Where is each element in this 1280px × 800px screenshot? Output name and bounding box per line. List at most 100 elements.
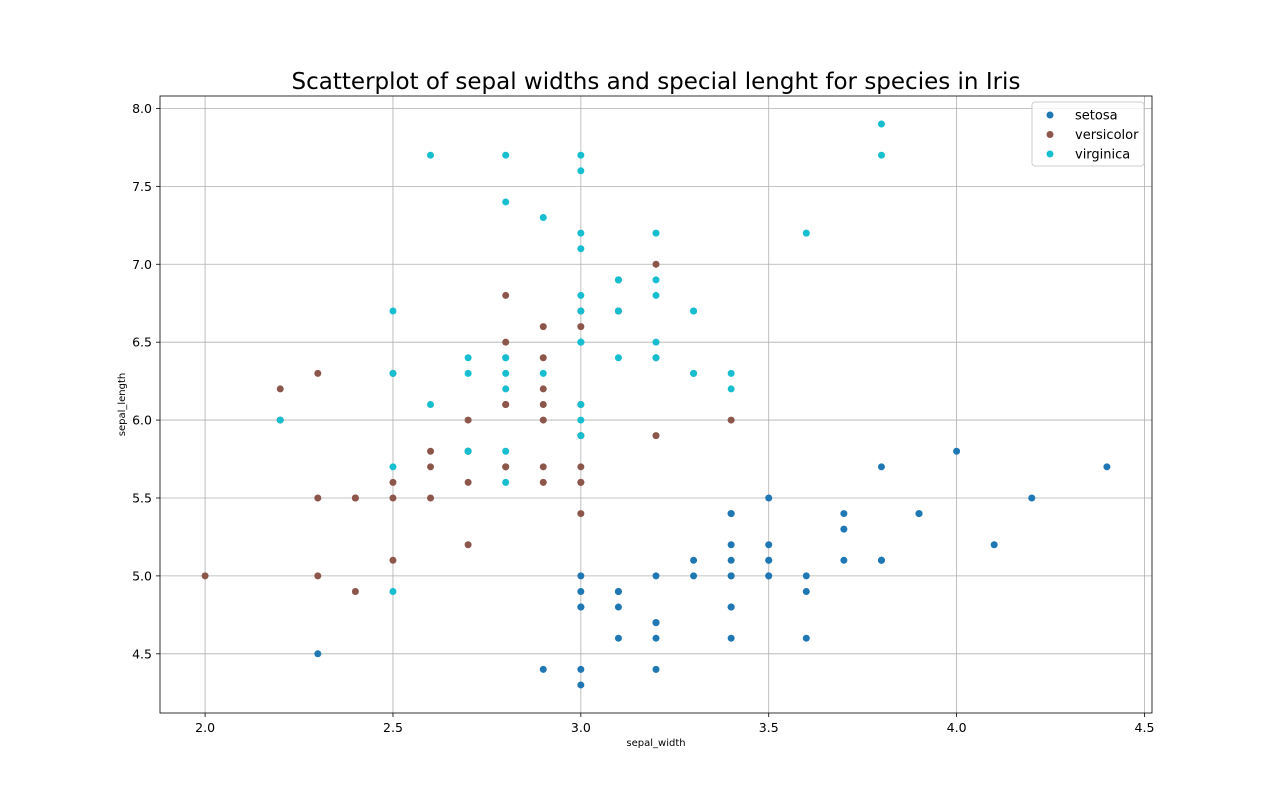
data-point-versicolor	[201, 572, 209, 580]
y-tick-label: 5.0	[132, 568, 152, 583]
data-point-versicolor	[389, 494, 397, 502]
data-point-virginica	[389, 307, 397, 315]
data-point-setosa	[727, 634, 735, 642]
data-point-virginica	[502, 478, 510, 486]
y-tick-label: 7.0	[132, 257, 152, 272]
data-point-setosa	[539, 665, 547, 673]
data-point-virginica	[614, 307, 622, 315]
data-point-virginica	[502, 151, 510, 159]
data-point-setosa	[802, 634, 810, 642]
legend-box	[1031, 101, 1145, 167]
data-point-virginica	[577, 291, 585, 299]
y-tick-label: 7.5	[132, 179, 152, 194]
data-point-virginica	[690, 307, 698, 315]
data-point-virginica	[652, 338, 660, 346]
data-point-versicolor	[389, 556, 397, 564]
data-point-setosa	[765, 556, 773, 564]
data-point-setosa	[577, 665, 585, 673]
data-point-virginica	[652, 229, 660, 237]
data-point-virginica	[502, 369, 510, 377]
data-point-versicolor	[539, 463, 547, 471]
data-point-virginica	[502, 354, 510, 362]
legend-marker-setosa	[1046, 111, 1054, 119]
data-point-virginica	[727, 369, 735, 377]
data-point-versicolor	[314, 494, 322, 502]
series-virginica	[276, 120, 885, 595]
legend-marker-virginica	[1046, 150, 1054, 158]
data-point-setosa	[577, 587, 585, 595]
data-point-setosa	[802, 587, 810, 595]
x-tick-label: 4.5	[1135, 720, 1155, 735]
data-point-virginica	[464, 447, 472, 455]
data-point-setosa	[765, 572, 773, 580]
data-point-setosa	[840, 556, 848, 564]
data-point-setosa	[1028, 494, 1036, 502]
data-point-versicolor	[652, 260, 660, 268]
y-tick-label: 8.0	[132, 101, 152, 116]
data-point-versicolor	[427, 494, 435, 502]
x-tick-label: 2.0	[195, 720, 215, 735]
data-point-versicolor	[314, 572, 322, 580]
legend-label-versicolor: versicolor	[1075, 128, 1139, 143]
x-tick-label: 3.0	[571, 720, 591, 735]
data-point-versicolor	[502, 463, 510, 471]
data-point-setosa	[314, 650, 322, 658]
data-point-setosa	[577, 603, 585, 611]
data-point-setosa	[614, 634, 622, 642]
data-point-setosa	[652, 665, 660, 673]
y-axis-label: sepal_length	[117, 373, 128, 437]
data-point-versicolor	[539, 354, 547, 362]
data-point-setosa	[1103, 463, 1111, 471]
data-point-virginica	[877, 120, 885, 128]
data-point-versicolor	[464, 541, 472, 549]
data-point-setosa	[727, 510, 735, 518]
data-point-setosa	[614, 587, 622, 595]
data-point-versicolor	[539, 478, 547, 486]
data-point-virginica	[389, 463, 397, 471]
data-point-versicolor	[276, 385, 284, 393]
data-point-setosa	[690, 556, 698, 564]
data-point-setosa	[614, 603, 622, 611]
data-point-virginica	[577, 245, 585, 253]
data-point-virginica	[539, 214, 547, 222]
data-point-virginica	[690, 369, 698, 377]
legend-label-setosa: setosa	[1075, 109, 1118, 124]
data-point-virginica	[877, 151, 885, 159]
data-point-setosa	[915, 510, 923, 518]
data-point-virginica	[539, 369, 547, 377]
data-point-versicolor	[577, 478, 585, 486]
data-point-virginica	[577, 401, 585, 408]
data-point-setosa	[652, 619, 660, 627]
data-point-setosa	[990, 541, 998, 549]
data-point-virginica	[652, 354, 660, 362]
data-point-setosa	[690, 572, 698, 580]
data-point-versicolor	[427, 447, 435, 455]
data-point-setosa	[577, 681, 585, 689]
data-point-setosa	[652, 634, 660, 642]
grid-lines	[160, 96, 1152, 713]
y-axis-ticks: 4.5 5.0 5.5 6.0 6.5 7.0 7.5 8.0	[132, 101, 160, 661]
data-point-setosa	[727, 603, 735, 611]
data-point-virginica	[389, 369, 397, 377]
data-point-versicolor	[539, 401, 547, 408]
data-point-virginica	[577, 416, 585, 424]
data-point-virginica	[427, 151, 435, 159]
data-point-virginica	[577, 229, 585, 237]
x-tick-label: 2.5	[383, 720, 403, 735]
data-point-setosa	[953, 447, 961, 455]
data-point-setosa	[877, 463, 885, 471]
x-tick-label: 3.5	[759, 720, 779, 735]
data-point-setosa	[577, 572, 585, 580]
data-point-versicolor	[539, 416, 547, 424]
data-point-versicolor	[727, 416, 735, 424]
y-tick-label: 5.5	[132, 490, 152, 505]
x-tick-label: 4.0	[947, 720, 967, 735]
data-point-virginica	[577, 307, 585, 315]
data-point-versicolor	[539, 323, 547, 331]
series-versicolor	[201, 260, 735, 595]
data-point-versicolor	[389, 478, 397, 486]
data-point-virginica	[652, 276, 660, 284]
legend-label-virginica: virginica	[1075, 148, 1130, 163]
data-point-versicolor	[314, 369, 322, 377]
